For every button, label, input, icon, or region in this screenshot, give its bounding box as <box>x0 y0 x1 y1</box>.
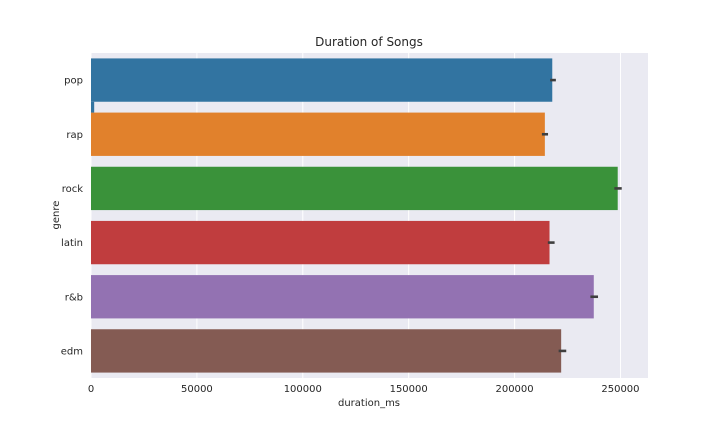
y-tick-label: r&b <box>65 292 83 303</box>
x-tick-label: 50000 <box>181 384 213 395</box>
error-bars <box>541 78 622 353</box>
y-tick-label: rap <box>66 130 83 141</box>
x-tick-label: 250000 <box>601 384 639 395</box>
bar-rb <box>91 275 594 319</box>
chart-title: Duration of Songs <box>315 35 423 49</box>
y-tick-label: rock <box>62 184 84 195</box>
x-tick-label: 100000 <box>284 384 322 395</box>
bar-edm <box>91 329 562 373</box>
plot-background <box>91 53 648 378</box>
bar-latin <box>91 220 550 265</box>
x-tick-label: 200000 <box>495 384 533 395</box>
y-axis-ticks: pop rap rock latin r&b edm <box>61 76 83 358</box>
bar-rock <box>91 166 618 211</box>
x-tick-label: 0 <box>88 384 94 395</box>
y-tick-label: edm <box>61 346 83 357</box>
x-axis-label: duration_ms <box>338 398 400 409</box>
y-tick-label: latin <box>61 238 83 249</box>
bar-rap <box>91 112 545 156</box>
x-tick-label: 150000 <box>390 384 428 395</box>
y-tick-label: pop <box>64 76 83 87</box>
y-axis-label: genre <box>51 201 62 230</box>
x-axis-ticks: 0 50000 100000 150000 200000 250000 <box>88 384 640 395</box>
bars <box>91 58 618 373</box>
small-bar-mark <box>91 101 95 113</box>
bar-pop <box>91 58 553 102</box>
